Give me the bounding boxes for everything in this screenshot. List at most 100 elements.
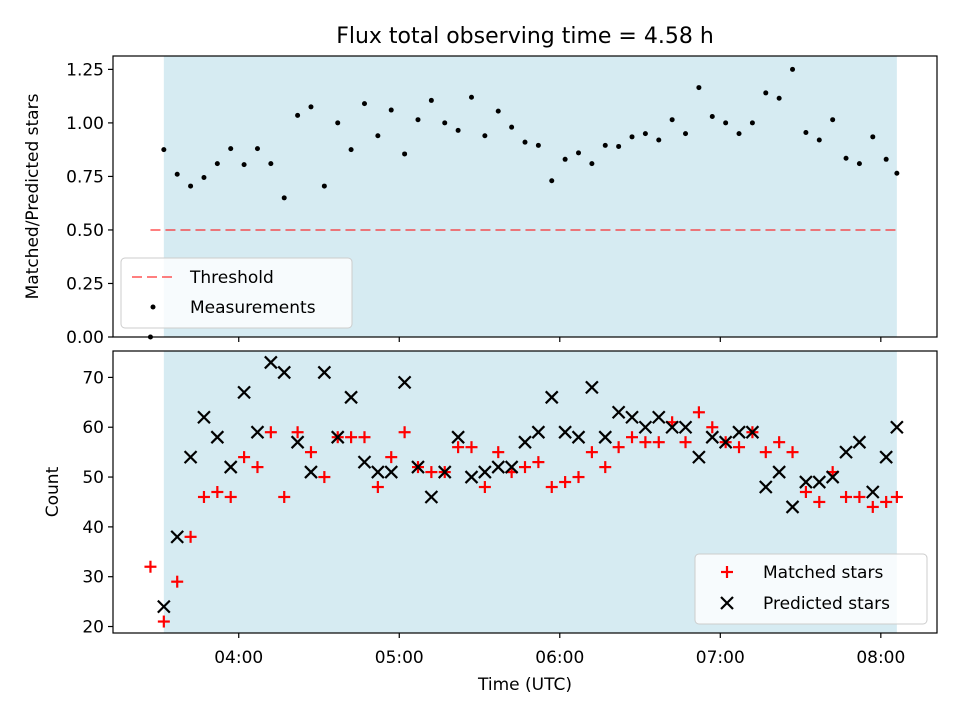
measurement-point <box>268 161 274 167</box>
matched-star-point <box>786 446 799 459</box>
matched-star-point <box>144 560 157 573</box>
top-y-ticks: 0.00 0.25 0.50 0.75 1.00 1.25 <box>66 60 113 348</box>
matched-star-point <box>157 615 170 628</box>
predicted-star-point <box>866 485 880 499</box>
measurement-point <box>388 107 394 113</box>
matched-star-point <box>652 436 665 449</box>
legend-predicted-label: Predicted stars <box>763 594 890 614</box>
matched-star-point <box>264 426 277 439</box>
bottom-x-ticks: 04:00 05:00 06:00 07:00 08:00 <box>214 633 905 668</box>
matched-star-point <box>799 486 812 498</box>
measurement-point <box>254 146 260 152</box>
bottom-legend-box <box>694 553 928 625</box>
measurement-point <box>174 171 180 177</box>
predicted-star-point <box>558 425 572 439</box>
matched-star-point <box>585 446 598 459</box>
measurement-point <box>749 120 755 126</box>
measurement-point <box>415 117 421 123</box>
legend-measurements-label: Measurements <box>190 298 316 318</box>
measurement-point <box>228 146 234 152</box>
predicted-star-point <box>504 460 519 474</box>
measurement-point <box>482 133 488 139</box>
predicted-star-point <box>611 405 626 420</box>
x-tick-label: 05:00 <box>375 648 424 668</box>
matched-star-point <box>545 481 558 494</box>
measurement-point <box>214 161 220 167</box>
measurement-point <box>763 90 769 96</box>
x-tick-label: 08:00 <box>856 648 905 668</box>
y-tick-label: 0.00 <box>66 328 104 348</box>
matched-star-point <box>840 490 853 503</box>
matched-star-point <box>706 421 719 434</box>
matched-star-point <box>478 481 491 494</box>
matched-star-point <box>866 500 879 513</box>
y-tick-label: 50 <box>82 468 104 488</box>
predicted-star-point <box>264 355 278 370</box>
predicted-star-point <box>571 430 586 444</box>
y-tick-label: 60 <box>82 418 104 438</box>
predicted-star-point <box>785 500 800 514</box>
matched-star-point <box>572 471 585 484</box>
measurement-point <box>602 142 608 148</box>
measurement-point <box>361 101 367 107</box>
predicted-star-point <box>451 430 465 444</box>
predicted-star-point <box>183 450 198 464</box>
measurement-point <box>656 137 662 143</box>
predicted-star-point <box>384 465 399 479</box>
predicted-star-point <box>491 460 506 474</box>
y-tick-label: 70 <box>82 368 104 388</box>
measurement-point <box>683 131 689 137</box>
x-tick-label: 04:00 <box>214 648 263 668</box>
measurement-point <box>321 183 327 189</box>
matched-star-point <box>599 461 612 474</box>
matched-star-point <box>773 436 786 449</box>
predicted-star-point <box>478 465 492 479</box>
matched-star-point <box>890 490 903 503</box>
top-x-ticks <box>238 337 882 342</box>
predicted-star-point <box>585 380 599 395</box>
matched-star-point <box>197 490 210 503</box>
x-tick-label: 07:00 <box>696 648 745 668</box>
predicted-star-point <box>692 450 706 464</box>
matched-star-point <box>880 495 893 508</box>
measurement-point <box>535 142 541 148</box>
measurement-point <box>830 117 836 123</box>
matched-star-point <box>304 446 317 459</box>
predicted-star-point <box>799 475 813 489</box>
predicted-star-point <box>625 410 639 425</box>
matched-star-point <box>278 490 291 503</box>
predicted-stars-points <box>157 355 904 614</box>
matched-star-point <box>251 461 264 474</box>
predicted-star-point <box>250 425 265 439</box>
matched-star-point <box>358 431 371 444</box>
top-legend-box <box>120 257 353 329</box>
y-tick-label: 1.25 <box>66 60 104 80</box>
matched-star-point <box>291 426 304 439</box>
measurement-point <box>241 162 247 168</box>
y-tick-label: 30 <box>82 568 104 588</box>
matched-star-point <box>452 441 465 454</box>
predicted-star-point <box>732 425 746 439</box>
predicted-star-point <box>812 475 827 489</box>
matched-star-point <box>171 575 184 588</box>
measurement-point <box>442 120 448 126</box>
chart-title: Flux total observing time = 4.58 h <box>336 24 714 49</box>
bottom-panel: 20 30 40 50 60 70 04:00 05:00 06:00 07:00 08:00 C… <box>43 350 938 695</box>
measurement-point <box>856 161 862 167</box>
measurement-point <box>883 156 889 162</box>
measurement-point <box>843 155 849 161</box>
matched-star-point <box>184 530 197 543</box>
matched-star-point <box>465 441 478 454</box>
predicted-star-point <box>210 430 225 444</box>
matched-star-point <box>692 406 705 419</box>
y-tick-label: 0.25 <box>66 274 104 294</box>
measurement-point <box>562 156 568 162</box>
matched-star-point <box>532 456 545 469</box>
predicted-star-point <box>772 465 786 479</box>
predicted-star-point <box>464 470 479 484</box>
measurement-point <box>161 147 167 153</box>
measurement-point <box>616 143 622 149</box>
matched-star-point <box>398 426 411 439</box>
y-tick-label: 20 <box>82 618 104 638</box>
predicted-star-point <box>277 365 291 380</box>
